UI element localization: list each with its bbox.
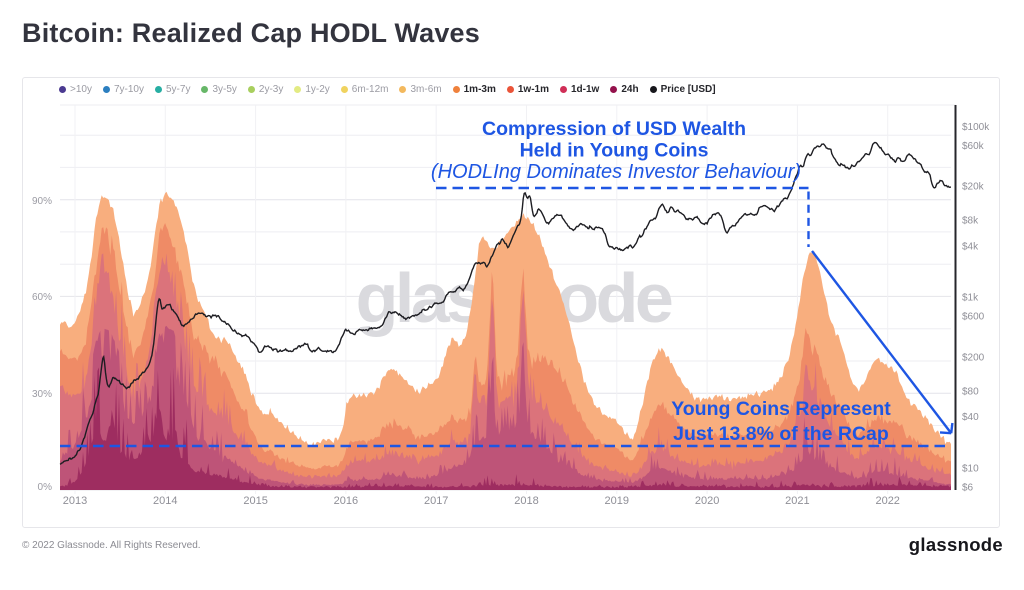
svg-text:2013: 2013 xyxy=(63,495,87,507)
svg-text:30%: 30% xyxy=(32,389,52,400)
svg-text:2022: 2022 xyxy=(875,495,899,507)
svg-text:$40: $40 xyxy=(962,412,979,423)
svg-text:2015: 2015 xyxy=(243,495,267,507)
svg-text:Compression of USD Wealth: Compression of USD Wealth xyxy=(482,118,746,140)
svg-text:$20k: $20k xyxy=(962,182,985,193)
svg-text:(HODLIng Dominates Investor Be: (HODLIng Dominates Investor Behaviour) xyxy=(431,161,801,183)
svg-text:2017: 2017 xyxy=(424,495,448,507)
svg-text:60%: 60% xyxy=(32,292,52,303)
svg-text:90%: 90% xyxy=(32,196,52,207)
svg-text:Just 13.8% of the RCap: Just 13.8% of the RCap xyxy=(673,423,889,445)
svg-text:$6: $6 xyxy=(962,483,974,494)
svg-text:$10: $10 xyxy=(962,464,979,475)
svg-text:2018: 2018 xyxy=(514,495,538,507)
svg-text:2016: 2016 xyxy=(334,495,358,507)
svg-text:2014: 2014 xyxy=(153,495,177,507)
svg-text:$100k: $100k xyxy=(962,122,990,133)
svg-text:Young Coins Represent: Young Coins Represent xyxy=(671,398,891,420)
svg-text:$200: $200 xyxy=(962,352,985,363)
svg-text:$4k: $4k xyxy=(962,241,979,252)
svg-text:$80: $80 xyxy=(962,386,979,397)
svg-text:$8k: $8k xyxy=(962,216,979,227)
svg-text:2019: 2019 xyxy=(605,495,629,507)
svg-text:2020: 2020 xyxy=(695,495,719,507)
svg-text:$60k: $60k xyxy=(962,141,985,152)
svg-text:0%: 0% xyxy=(38,482,53,493)
svg-text:$600: $600 xyxy=(962,312,985,323)
svg-text:2021: 2021 xyxy=(785,495,809,507)
svg-text:Held in Young Coins: Held in Young Coins xyxy=(520,140,709,162)
svg-text:$1k: $1k xyxy=(962,293,979,304)
